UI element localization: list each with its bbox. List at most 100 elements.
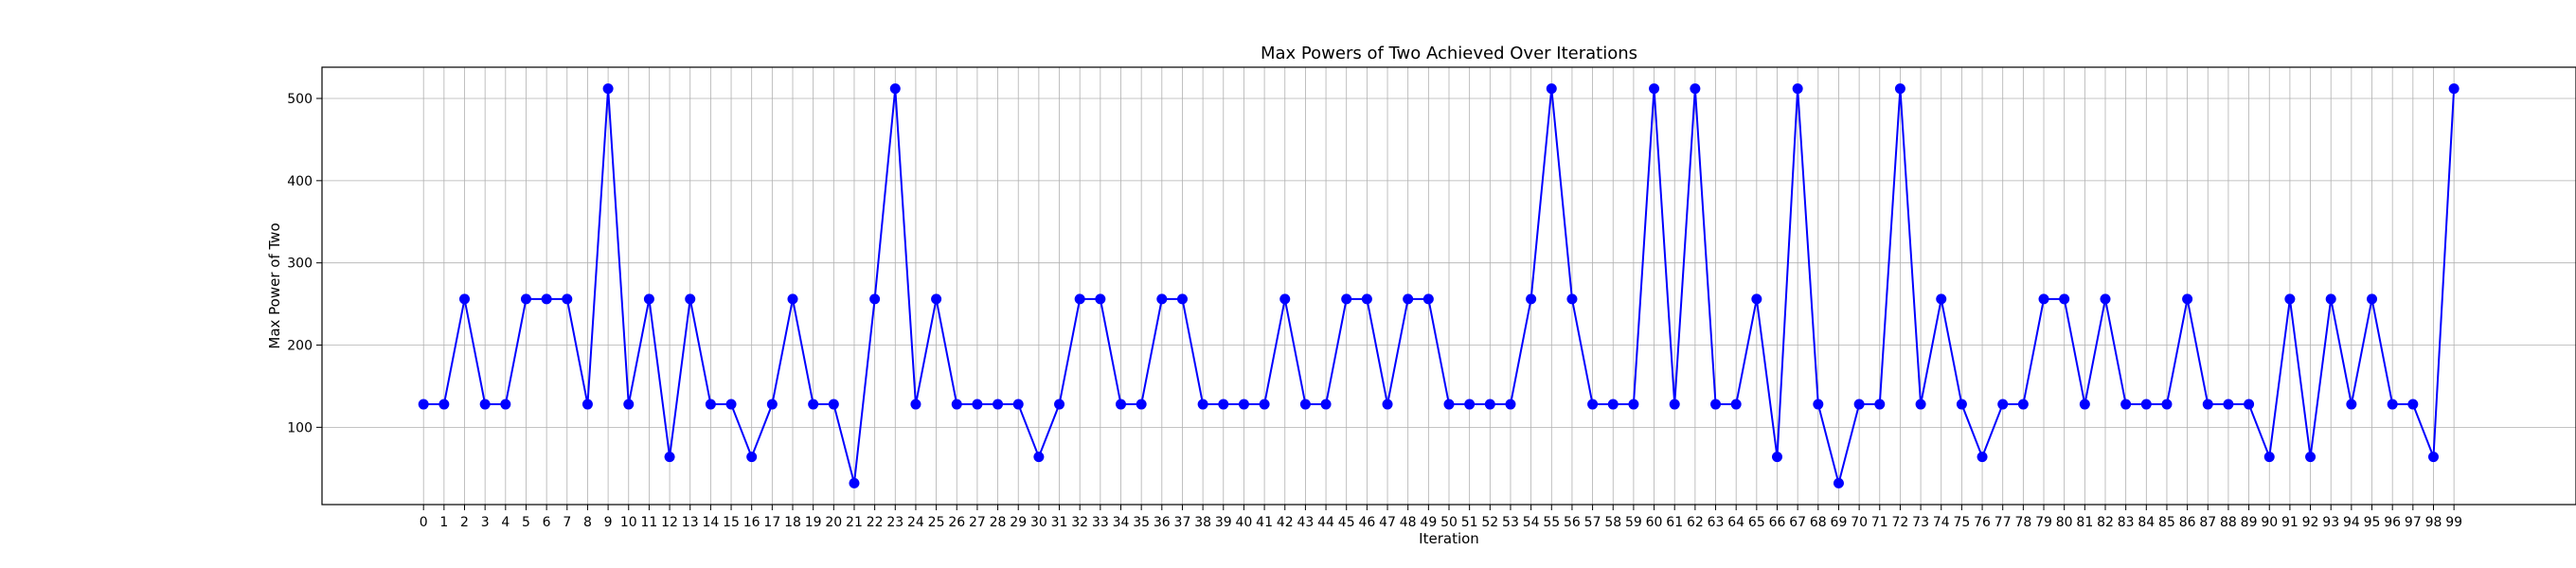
data-point [1526, 293, 1537, 305]
x-tick-label: 7 [563, 515, 571, 530]
data-point [705, 399, 716, 410]
x-tick-label: 27 [969, 515, 986, 530]
x-tick-label: 41 [1256, 515, 1273, 530]
x-tick-label: 65 [1748, 515, 1765, 530]
data-point [2367, 293, 2378, 305]
data-point [2161, 399, 2173, 410]
data-point [1074, 293, 1085, 305]
data-point [1054, 399, 1065, 410]
data-point [972, 399, 983, 410]
data-point [910, 399, 921, 410]
x-tick-label: 48 [1400, 515, 1417, 530]
x-tick-label: 36 [1154, 515, 1171, 530]
x-tick-label: 18 [784, 515, 801, 530]
data-point [849, 477, 860, 488]
x-tick-label: 17 [763, 515, 780, 530]
x-tick-label: 82 [2097, 515, 2114, 530]
x-tick-label: 74 [1933, 515, 1950, 530]
data-point [1751, 293, 1762, 305]
x-tick-label: 67 [1789, 515, 1806, 530]
x-axis: 0 1 2 3 4 5 6 7 8 9 10 11 12 13 14 15 16 17 18 19 20 21 22 23 24… [420, 505, 2462, 530]
x-tick-label: 84 [2138, 515, 2155, 530]
x-tick-label: 3 [481, 515, 490, 530]
x-tick-label: 89 [2241, 515, 2258, 530]
data-point [931, 293, 942, 305]
x-tick-label: 21 [846, 515, 863, 530]
x-tick-label: 94 [2343, 515, 2360, 530]
data-point [1730, 399, 1742, 410]
data-point [2038, 293, 2049, 305]
x-tick-label: 26 [948, 515, 965, 530]
data-point [869, 293, 881, 305]
x-tick-label: 15 [723, 515, 740, 530]
x-tick-label: 43 [1297, 515, 1314, 530]
x-tick-label: 38 [1194, 515, 1211, 530]
x-tick-label: 60 [1646, 515, 1663, 530]
data-point [808, 399, 819, 410]
x-tick-label: 98 [2425, 515, 2442, 530]
y-tick-label: 200 [287, 339, 313, 354]
data-point [562, 293, 573, 305]
data-point [766, 399, 778, 410]
x-tick-label: 9 [604, 515, 613, 530]
data-point [2202, 399, 2213, 410]
data-point [2120, 399, 2132, 410]
data-point [520, 293, 531, 305]
data-point [1649, 83, 1660, 95]
data-point [2387, 399, 2398, 410]
data-point [993, 399, 1004, 410]
x-tick-label: 31 [1051, 515, 1068, 530]
data-point [1833, 477, 1844, 488]
x-tick-label: 61 [1666, 515, 1683, 530]
data-point [2305, 452, 2317, 463]
data-point [643, 293, 654, 305]
data-point [1095, 293, 1106, 305]
x-tick-label: 76 [1974, 515, 1991, 530]
data-point [1279, 293, 1291, 305]
x-tick-label: 47 [1379, 515, 1396, 530]
x-tick-label: 54 [1523, 515, 1540, 530]
data-point [1403, 293, 1414, 305]
x-tick-label: 97 [2405, 515, 2422, 530]
x-tick-label: 52 [1481, 515, 1498, 530]
data-point [685, 293, 696, 305]
x-tick-label: 63 [1708, 515, 1725, 530]
x-tick-label: 73 [1912, 515, 1929, 530]
x-tick-label: 78 [2014, 515, 2031, 530]
x-tick-label: 83 [2118, 515, 2135, 530]
y-tick-label: 300 [287, 257, 313, 272]
x-tick-label: 11 [640, 515, 657, 530]
x-tick-label: 46 [1358, 515, 1375, 530]
data-point [1218, 399, 1229, 410]
x-tick-label: 19 [805, 515, 822, 530]
x-tick-label: 57 [1584, 515, 1601, 530]
data-point [1853, 399, 1865, 410]
x-tick-label: 91 [2281, 515, 2299, 530]
x-tick-label: 79 [2035, 515, 2052, 530]
data-point [1546, 83, 1557, 95]
x-tick-label: 64 [1727, 515, 1744, 530]
data-point [2059, 293, 2070, 305]
data-point [1936, 293, 1947, 305]
x-tick-label: 59 [1625, 515, 1642, 530]
data-point [479, 399, 491, 410]
data-point [541, 293, 552, 305]
data-point [1874, 399, 1886, 410]
x-tick-label: 69 [1831, 515, 1848, 530]
data-point [1443, 399, 1455, 410]
data-point [1628, 399, 1639, 410]
data-point [1299, 399, 1311, 410]
data-point [725, 399, 737, 410]
data-point [2284, 293, 2296, 305]
x-tick-label: 75 [1953, 515, 1970, 530]
data-point [1710, 399, 1722, 410]
x-tick-label: 39 [1215, 515, 1232, 530]
data-point [2182, 293, 2193, 305]
data-point [951, 399, 962, 410]
data-point [1813, 399, 1824, 410]
x-tick-label: 56 [1564, 515, 1581, 530]
series-line [423, 88, 2456, 488]
x-tick-label: 55 [1543, 515, 1560, 530]
data-point [1136, 399, 1147, 410]
